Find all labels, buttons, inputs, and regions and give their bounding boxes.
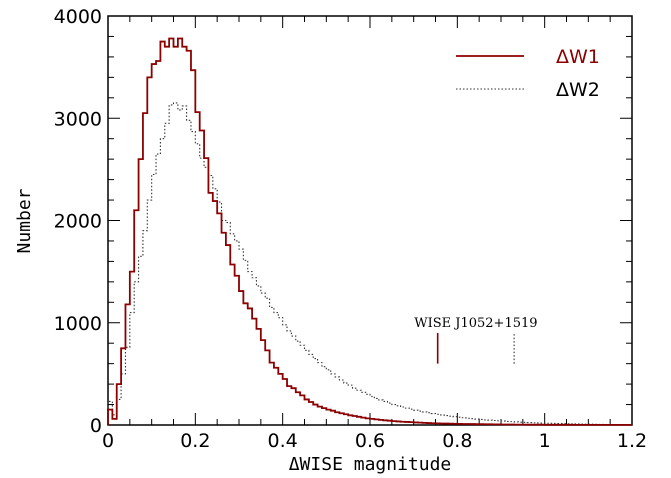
plot-frame	[107, 15, 633, 426]
series-w1-histogram	[107, 37, 632, 426]
annotation-layer: WISE J1052+1519	[414, 316, 538, 364]
y-axis-title: Number	[14, 188, 35, 253]
x-tick-label: 0.6	[355, 430, 385, 452]
legend-label-1: ΔW1	[556, 46, 600, 68]
axis-ticks: 0 0.2 0.4 0.6 0.8 1 1.2 0 1000 2000 3000 4000	[54, 6, 647, 452]
x-tick-label: 0.2	[180, 430, 210, 452]
x-tick-label: 1	[539, 430, 551, 452]
x-tick-label: 1.2	[617, 430, 647, 452]
series-layer	[107, 37, 632, 426]
y-tick-label: 4000	[54, 6, 102, 28]
y-tick-label: 1000	[54, 313, 102, 335]
legend-label-2: ΔW2	[556, 79, 600, 101]
x-tick-label: 0.8	[442, 430, 472, 452]
x-axis-title: ΔWISE magnitude	[289, 454, 452, 475]
y-tick-label: 2000	[54, 211, 102, 233]
plot-border	[107, 15, 633, 426]
y-tick-label: 0	[90, 415, 102, 437]
x-tick-label: 0	[102, 430, 114, 452]
annotation-label: WISE J1052+1519	[414, 316, 537, 331]
y-tick-label: 3000	[54, 108, 102, 130]
x-tick-label: 0.4	[268, 430, 298, 452]
legend: ΔW1 ΔW2	[456, 46, 600, 101]
series-w2-histogram	[107, 102, 632, 426]
